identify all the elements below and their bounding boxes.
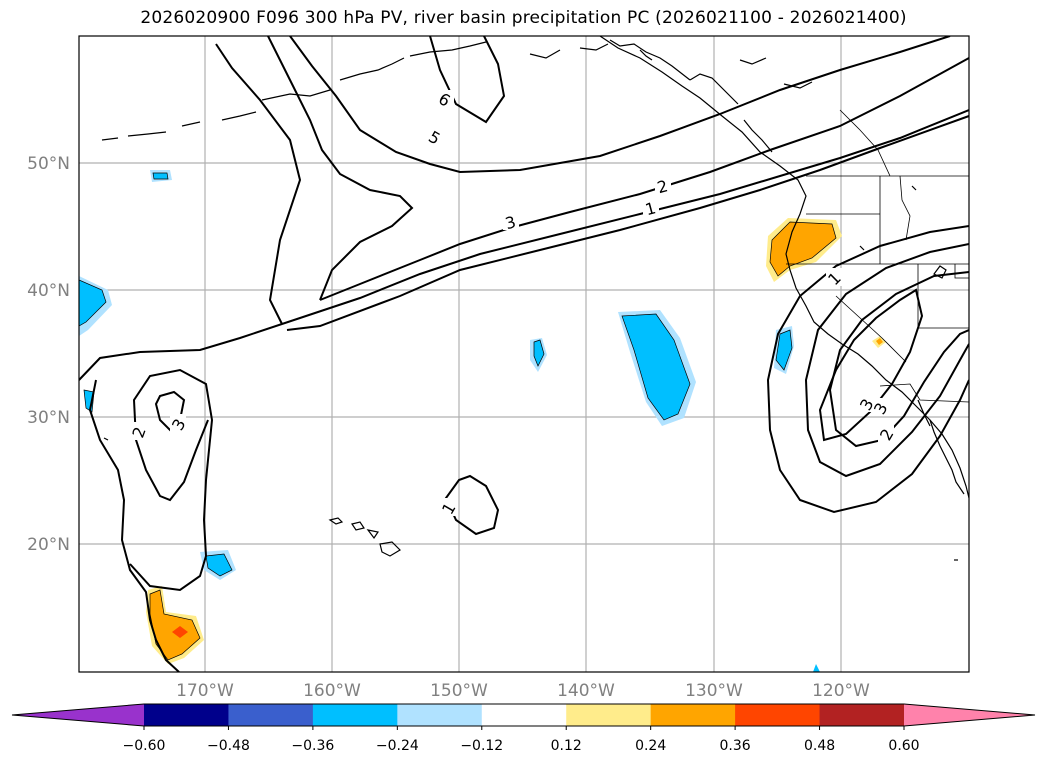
pv-contour-3 bbox=[319, 57, 969, 301]
lat-label: 40°N bbox=[27, 281, 70, 301]
precip-anomaly-cyan bbox=[533, 339, 545, 367]
lon-label: 140°W bbox=[557, 681, 615, 701]
pv-contour-3 bbox=[267, 36, 414, 301]
precip-shading bbox=[79, 170, 886, 672]
colorbar-tick-label: −0.48 bbox=[207, 738, 250, 754]
precip-anomaly-cyan bbox=[813, 664, 820, 672]
precip-anomaly-red bbox=[172, 626, 188, 638]
pv-contour-1 bbox=[79, 109, 969, 381]
lon-label: 160°W bbox=[303, 681, 361, 701]
pv-contour-6 bbox=[429, 36, 506, 124]
colorbar-tick-label: 0.36 bbox=[720, 738, 751, 754]
pv-contour-3 bbox=[215, 43, 302, 325]
precip-anomaly-orange bbox=[769, 221, 837, 277]
political-borders bbox=[786, 109, 969, 403]
precip-anomaly-orange bbox=[876, 338, 883, 345]
colorbar-segment bbox=[566, 704, 652, 726]
colorbar-tick-label: 0.12 bbox=[551, 738, 582, 754]
lon-label: 120°W bbox=[812, 681, 870, 701]
colorbar-tick-label: −0.12 bbox=[460, 738, 503, 754]
precip-anomaly-cyan bbox=[152, 172, 169, 180]
lon-label: 170°W bbox=[176, 681, 234, 701]
colorbar-segment bbox=[481, 704, 567, 726]
pv-contours bbox=[79, 36, 969, 672]
plot-frame bbox=[78, 35, 970, 673]
colorbar-tick-label: −0.60 bbox=[123, 738, 166, 754]
colorbar-tick-label: 0.24 bbox=[635, 738, 666, 754]
contour-label-2: 2 bbox=[655, 176, 670, 197]
colorbar-tick-label: 0.60 bbox=[888, 738, 919, 754]
colorbar-extend-high bbox=[904, 704, 1035, 726]
pv-contour-east bbox=[766, 225, 969, 514]
colorbar-segment bbox=[144, 704, 229, 726]
contour-label-3: 3 bbox=[503, 212, 518, 233]
pv-contour-east bbox=[828, 271, 969, 448]
precip-anomaly-cyan bbox=[205, 553, 233, 577]
colorbar-segment bbox=[397, 704, 483, 726]
colorbar-segment bbox=[650, 704, 736, 726]
pv-contour-2 bbox=[88, 379, 180, 672]
lat-label: 50°N bbox=[27, 154, 70, 174]
precip-anomaly-cyan bbox=[775, 329, 793, 371]
colorbar: −0.60 −0.48 −0.36 −0.24 −0.12 0.12 0.24 0.36 0.4… bbox=[11, 703, 1036, 754]
colorbar-segment bbox=[312, 704, 398, 726]
colorbar-segment bbox=[228, 704, 314, 726]
colorbar-extend-low bbox=[12, 704, 144, 726]
longitude-labels: 170°W 160°W 150°W 140°W 130°W 120°W bbox=[176, 681, 870, 701]
map-title: 2026020900 F096 300 hPa PV, river basin … bbox=[140, 8, 907, 28]
colorbar-segment bbox=[735, 704, 821, 726]
lon-label: 150°W bbox=[430, 681, 488, 701]
colorbar-segment bbox=[819, 704, 905, 726]
colorbar-tick-label: −0.36 bbox=[291, 738, 334, 754]
lon-label: 130°W bbox=[685, 681, 743, 701]
colorbar-tick-label: −0.24 bbox=[376, 738, 419, 754]
precip-anomaly-cyan bbox=[79, 279, 107, 327]
coastlines bbox=[101, 36, 969, 561]
pv-contour-east bbox=[804, 243, 969, 478]
lat-label: 20°N bbox=[27, 535, 70, 555]
colorbar-tick-label: 0.48 bbox=[804, 738, 835, 754]
precip-anomaly-cyan bbox=[621, 313, 691, 421]
pv-contour-east bbox=[818, 288, 924, 442]
contour-labels: 6 5 3 2 1 2 3 1 1 3 2 3 bbox=[128, 89, 897, 518]
pv-contour-5 bbox=[289, 36, 951, 174]
lat-label: 30°N bbox=[27, 408, 70, 428]
pv-contour-2 bbox=[129, 368, 214, 592]
latitude-labels: 50°N 40°N 30°N 20°N bbox=[27, 154, 70, 555]
gridlines bbox=[79, 36, 969, 672]
colorbar-outline bbox=[11, 703, 1036, 727]
pv-contour-2 bbox=[286, 115, 969, 331]
contour-label-1: 1 bbox=[643, 198, 658, 219]
